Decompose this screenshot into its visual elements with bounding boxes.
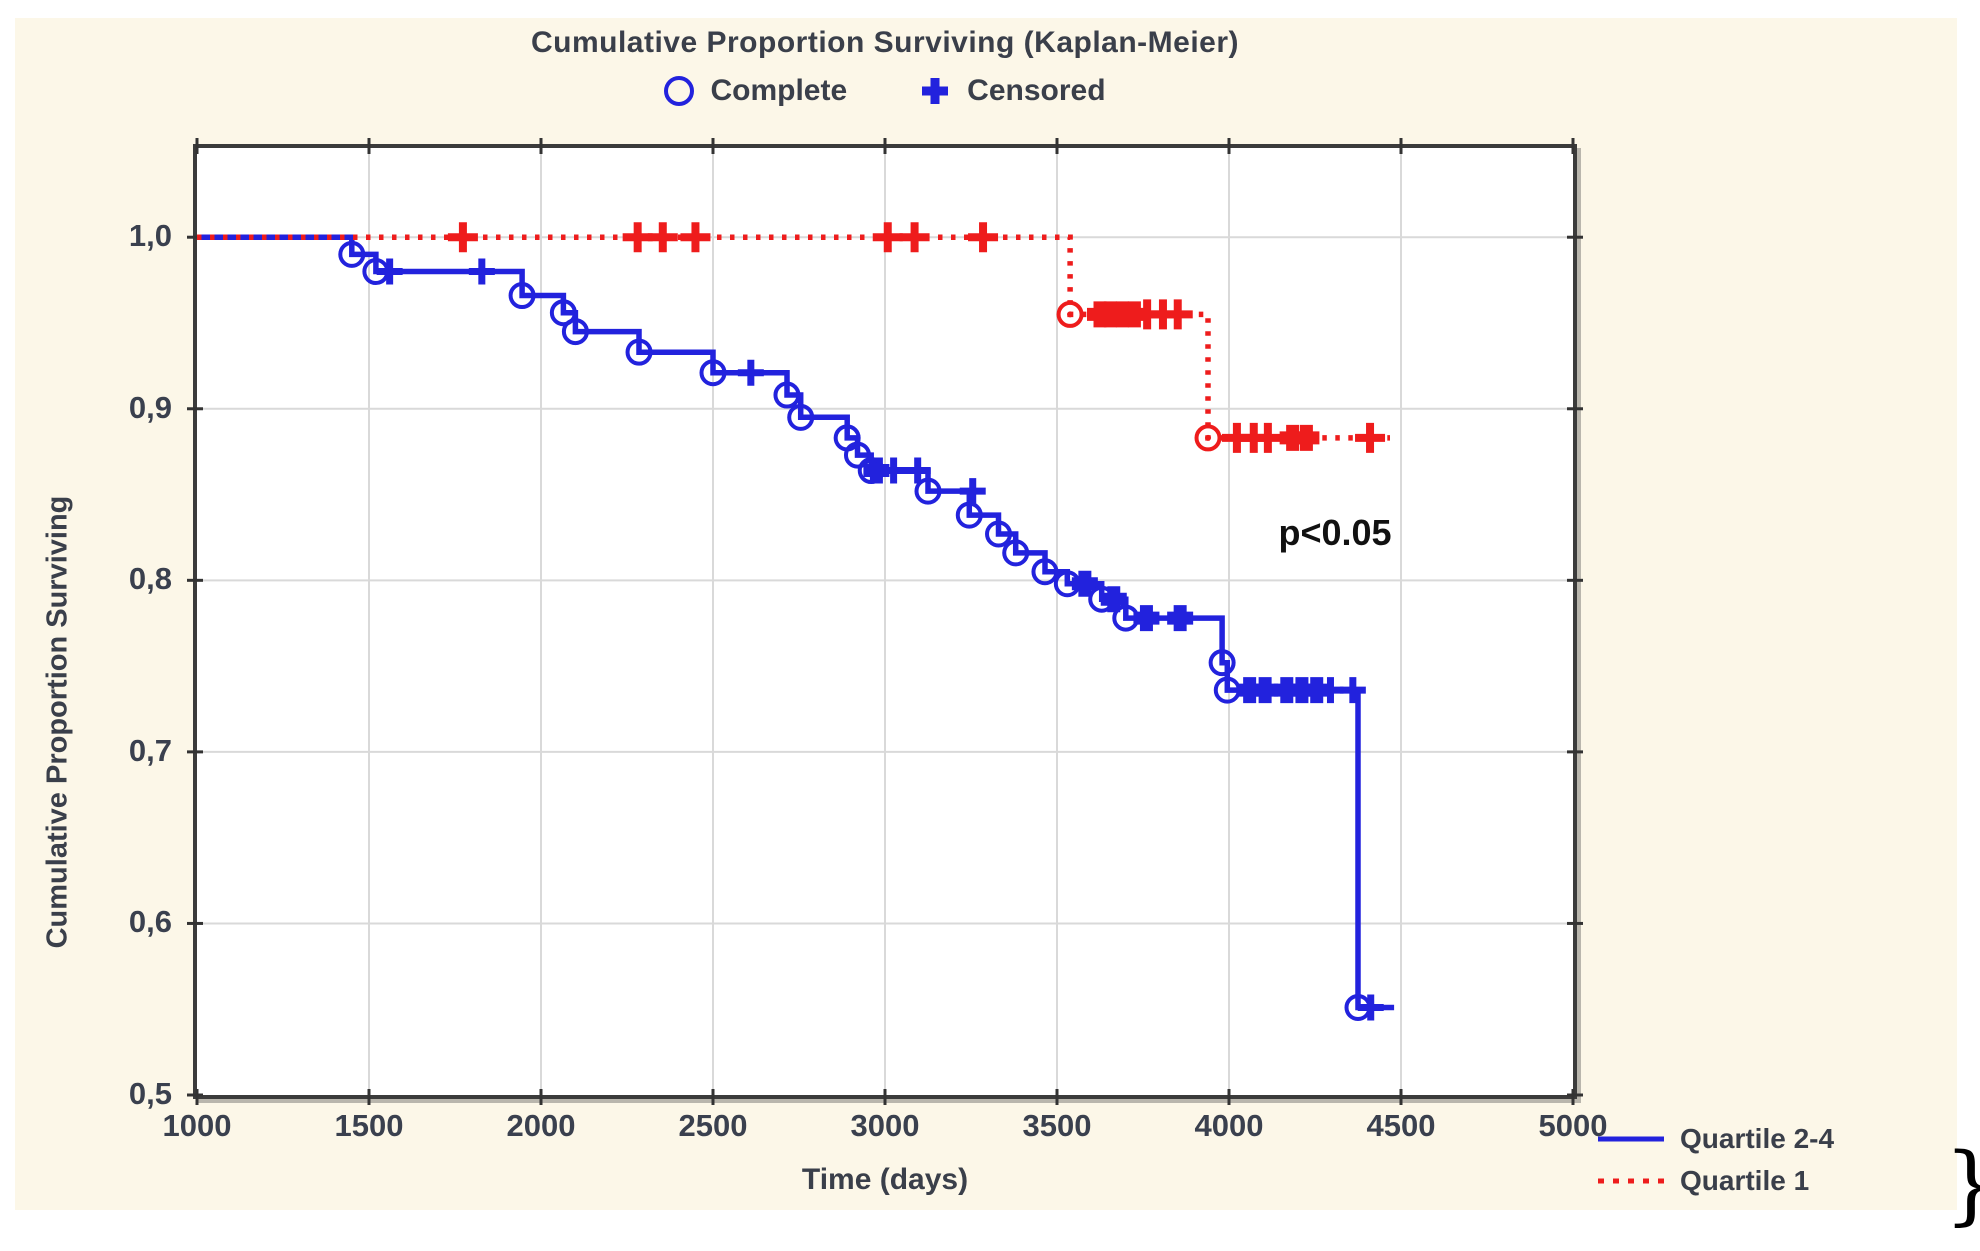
x-tick-label: 1500 [334,1108,404,1143]
y-tick-label: 0,5 [128,1076,172,1111]
legend-row-quartile-2-4: Quartile 2-4 [1596,1118,1834,1160]
marker-legend: Complete Censored [193,74,1577,108]
censored-plus-icon [922,78,949,104]
chart-title: Cumulative Proportion Surviving (Kaplan-… [530,26,1240,59]
p-value-annotation: p<0.05 [1278,512,1392,553]
x-tick-label: 4000 [1194,1108,1264,1143]
legend-label-quartile-1: Quartile 1 [1680,1165,1810,1196]
x-tick-label: 5000 [1538,1108,1608,1143]
complete-open-circle-icon [664,76,695,106]
survival-plot-svg [187,138,1583,1105]
x-tick-label: 1000 [162,1108,232,1143]
dotted-line-sample-icon [1598,1178,1664,1184]
legend-label-quartile-2-4: Quartile 2-4 [1680,1123,1835,1154]
marker-legend-label-complete: Complete [710,74,848,107]
series-legend: Quartile 2-4 Quartile 1 [1596,1118,1834,1202]
y-tick-label: 0,6 [128,904,172,940]
y-tick-label: 1,0 [128,218,172,254]
solid-line-sample-icon [1598,1136,1664,1142]
title-block: Cumulative Proportion Surviving (Kaplan-… [193,26,1577,108]
x-tick-label: 2000 [506,1108,576,1143]
y-axis-title: Cumulative Proportion Surviving [41,495,74,949]
y-tick-label: 0,9 [128,389,172,425]
y-tick-label: 0,7 [128,732,172,768]
legend-row-quartile-1: Quartile 1 [1596,1160,1834,1202]
y-tick-label: 0,8 [128,561,172,597]
plot-area [187,138,1583,1105]
x-tick-label: 2500 [678,1108,748,1143]
right-edge-brace-glyph: } [1944,1142,1980,1228]
x-tick-label: 4500 [1366,1108,1436,1143]
marker-legend-label-censored: Censored [967,74,1106,107]
x-tick-label: 3500 [1022,1108,1092,1143]
x-tick-label: 3000 [850,1108,920,1143]
x-axis-title: Time (days) [801,1163,969,1196]
